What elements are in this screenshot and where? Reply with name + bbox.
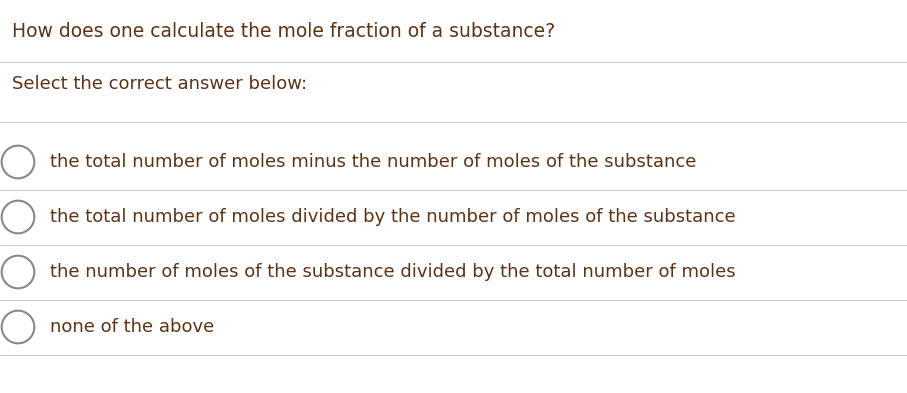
Text: How does one calculate the mole fraction of a substance?: How does one calculate the mole fraction… [12,22,555,41]
Text: the number of moles of the substance divided by the total number of moles: the number of moles of the substance div… [50,263,736,281]
Text: Select the correct answer below:: Select the correct answer below: [12,75,307,93]
Text: none of the above: none of the above [50,318,214,336]
Text: the total number of moles divided by the number of moles of the substance: the total number of moles divided by the… [50,208,736,226]
Text: the total number of moles minus the number of moles of the substance: the total number of moles minus the numb… [50,153,697,171]
